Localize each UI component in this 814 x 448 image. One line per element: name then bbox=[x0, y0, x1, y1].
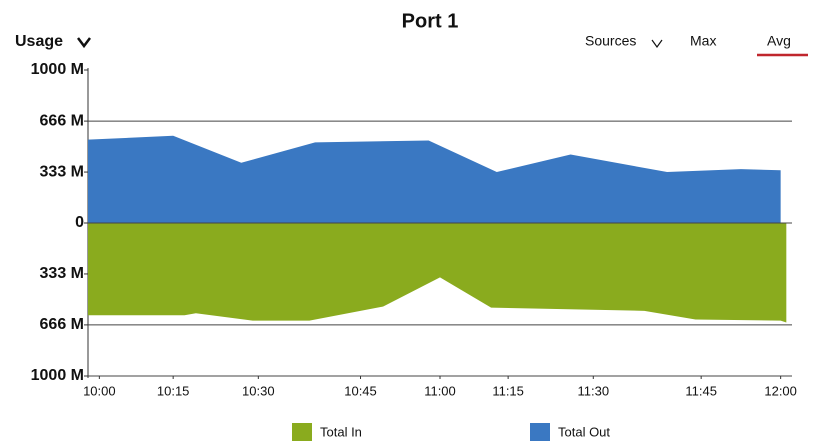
x-tick-label: 11:15 bbox=[492, 383, 524, 398]
avg-button[interactable]: Avg bbox=[767, 33, 791, 49]
chevron[interactable] bbox=[77, 37, 91, 49]
y-tick-label: 666 M bbox=[40, 316, 84, 333]
x-tick-label: 10:00 bbox=[83, 383, 116, 398]
y-tick-label: 666 M bbox=[40, 112, 84, 129]
y-tick-label: 1000 M bbox=[31, 367, 84, 384]
chevron[interactable] bbox=[651, 39, 663, 49]
x-tick-label: 12:00 bbox=[764, 383, 797, 398]
chart-title: Port 1 bbox=[402, 10, 459, 32]
legend-label: Total Out bbox=[558, 424, 610, 439]
x-tick-label: 10:45 bbox=[344, 383, 377, 398]
x-tick-label: 10:15 bbox=[157, 383, 190, 398]
y-tick-label: 1000 M bbox=[31, 61, 84, 78]
legend-swatch bbox=[292, 423, 312, 441]
y-tick-label: 333 M bbox=[40, 163, 84, 180]
legend-swatch bbox=[530, 423, 550, 441]
x-tick-label: 11:45 bbox=[685, 383, 717, 398]
usage-dropdown[interactable]: Usage bbox=[15, 33, 91, 50]
legend-item: Total Out bbox=[530, 423, 610, 441]
x-tick-label: 11:30 bbox=[578, 383, 610, 398]
y-tick-label: 0 bbox=[75, 214, 84, 231]
legend-label: Total In bbox=[320, 424, 362, 439]
area bbox=[88, 223, 787, 323]
y-tick-label: 333 M bbox=[40, 265, 84, 282]
x-tick-label: 10:30 bbox=[242, 383, 275, 398]
area bbox=[88, 135, 781, 223]
areas bbox=[88, 135, 787, 323]
x-tick-label: 11:00 bbox=[424, 383, 456, 398]
sources-label[interactable]: Sources bbox=[585, 33, 636, 49]
max-button[interactable]: Max bbox=[690, 33, 716, 49]
legend-item: Total In bbox=[292, 423, 362, 441]
sources-dropdown[interactable]: Sources bbox=[585, 33, 663, 49]
usage-label[interactable]: Usage bbox=[15, 33, 63, 50]
